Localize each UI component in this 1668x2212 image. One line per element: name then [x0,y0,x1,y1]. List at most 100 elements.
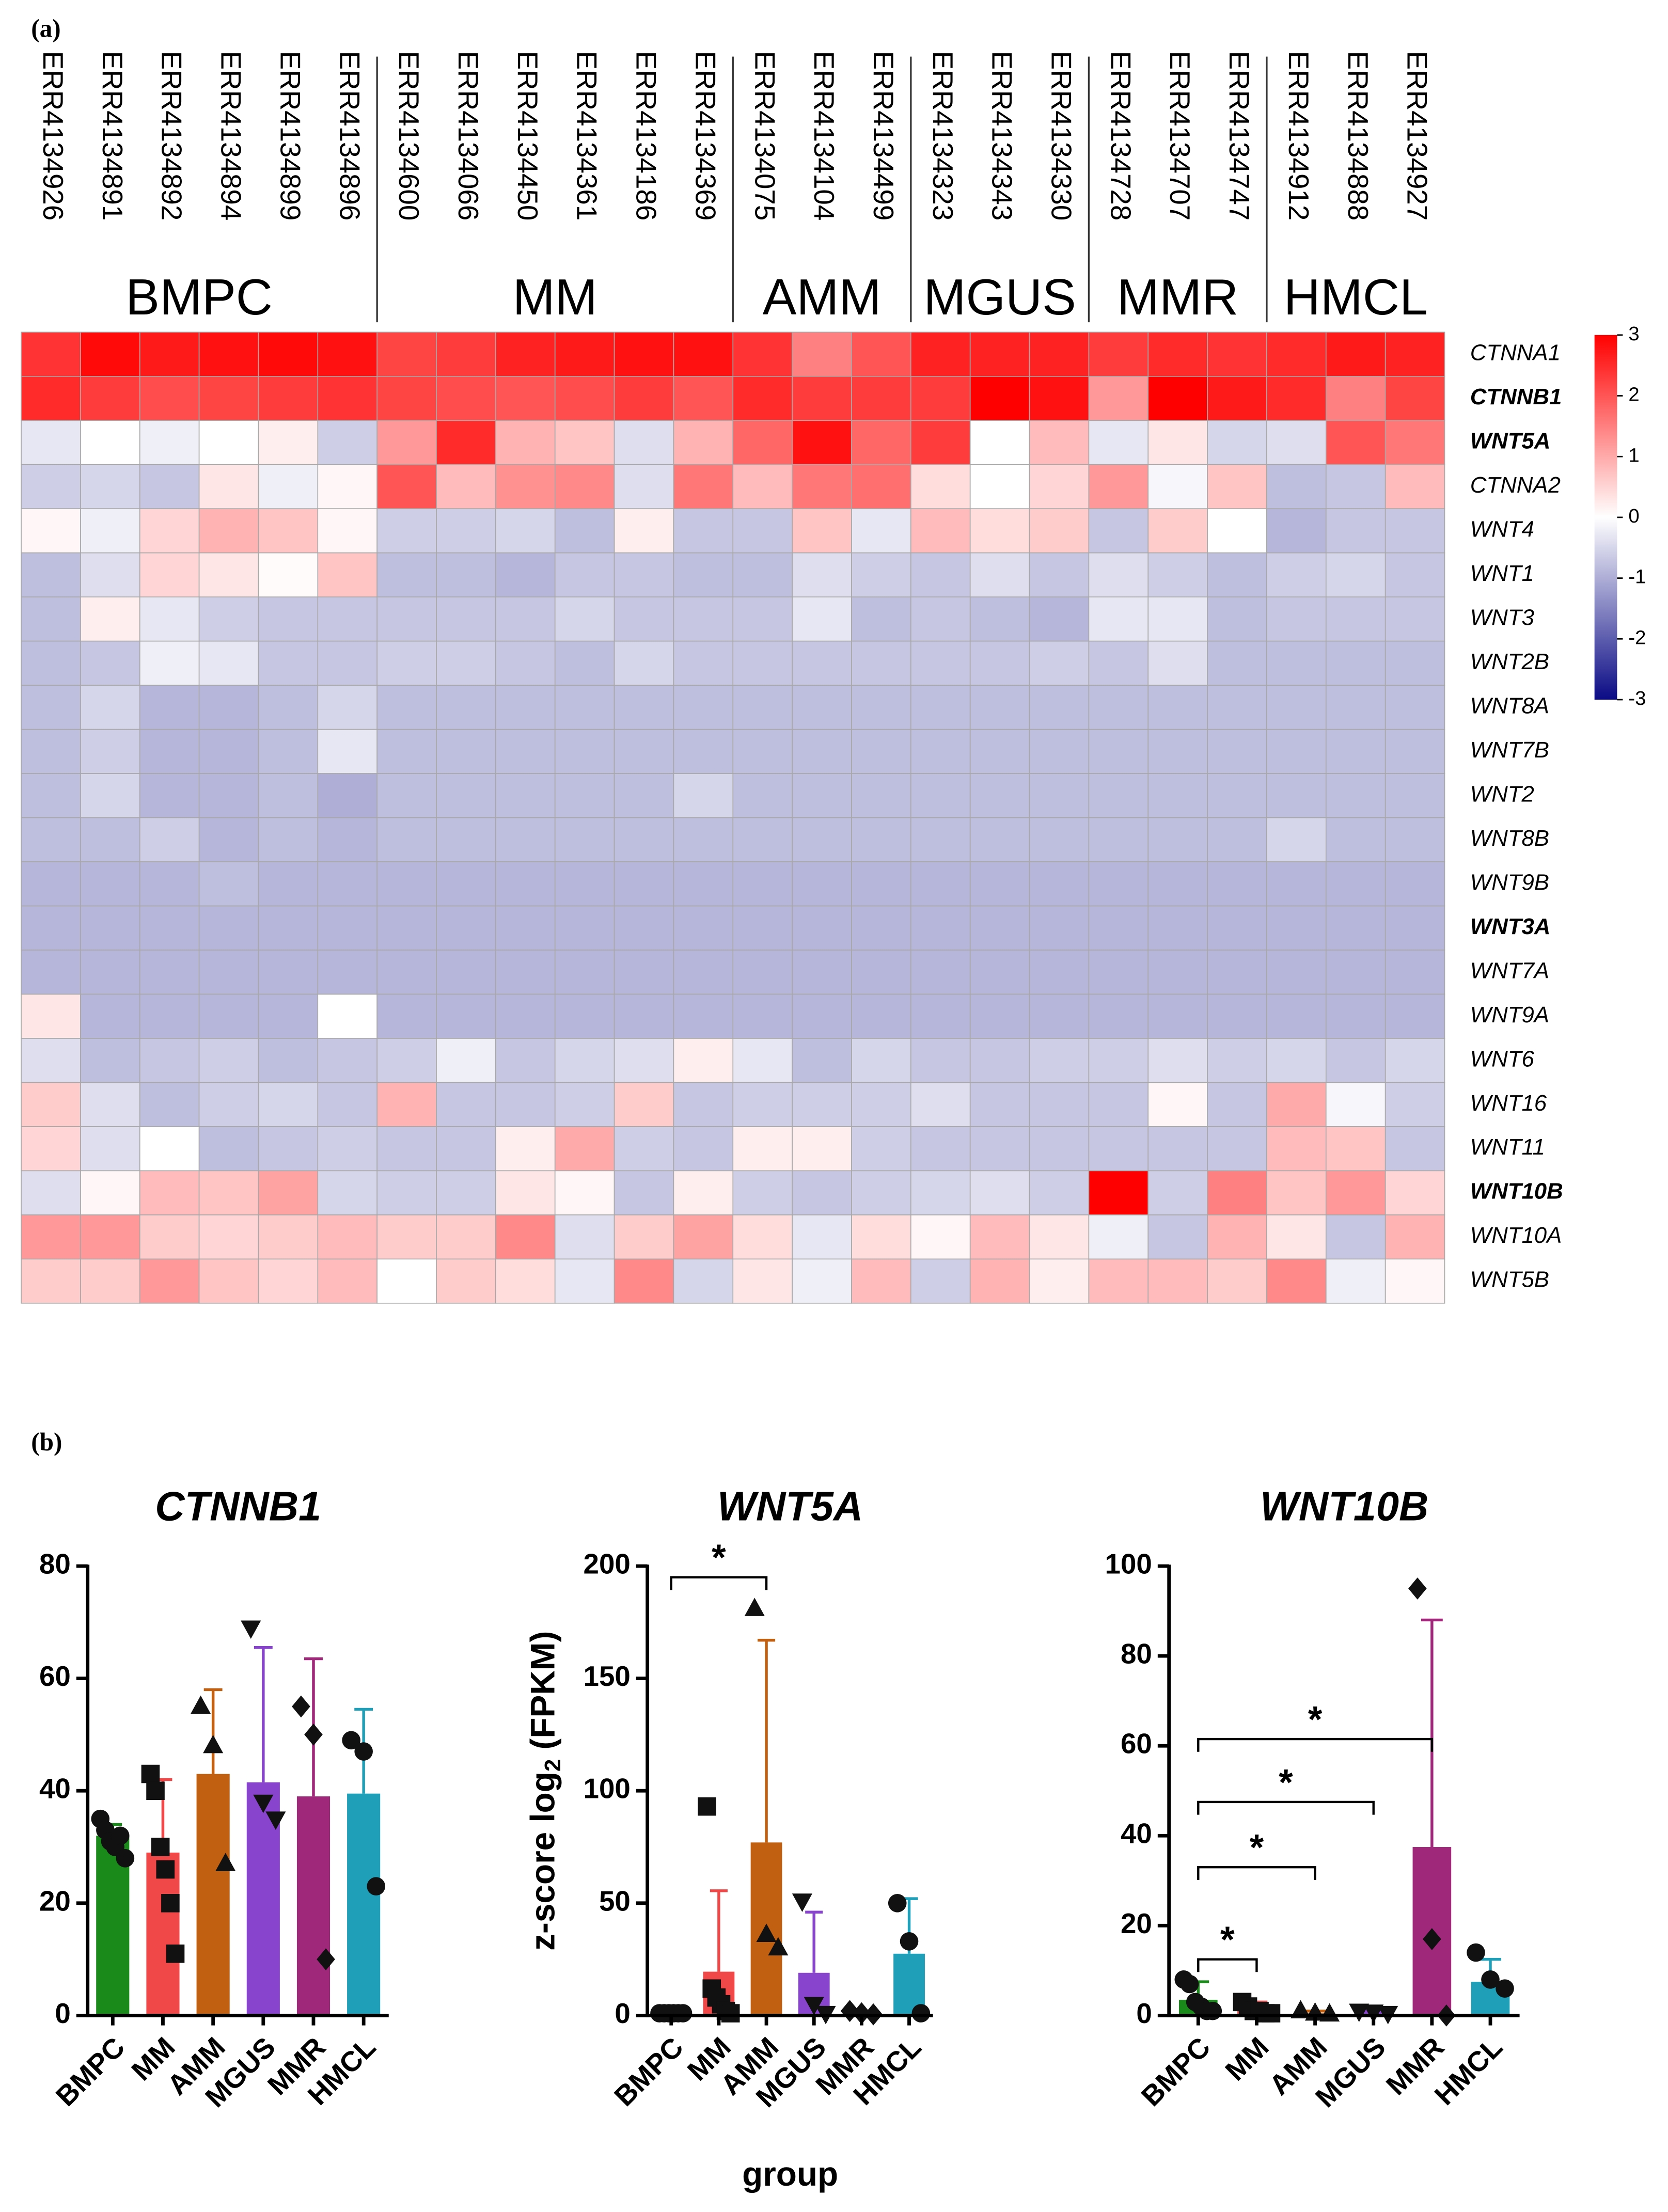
heatmap-cell [1207,1038,1267,1083]
heatmap-cell [436,1038,496,1083]
heatmap-cell [910,1126,971,1172]
heatmap-cell [851,1258,911,1304]
colorbar-tick-label: 1 [1628,444,1639,466]
heatmap-cell [910,905,971,951]
heatmap-cell [436,1170,496,1215]
heatmap-cell [139,640,200,686]
heatmap-cell [1325,817,1386,862]
heatmap-cell [139,1214,200,1260]
heatmap-cell [1207,331,1267,377]
heatmap-cell [969,420,1030,465]
heatmap-cell [1266,729,1327,774]
heatmap-cell [613,1038,674,1083]
y-tick-label: 20 [39,1885,71,1917]
column-label: ERR4134369 [689,51,721,221]
heatmap-cell [851,1214,911,1260]
x-tick-label: BMPC [1135,2031,1217,2112]
y-tick-label: 100 [1105,1547,1152,1579]
heatmap-cell [1325,1126,1386,1172]
heatmap-cell [376,905,437,951]
heatmap-cell [1384,1126,1445,1172]
heatmap-cell [732,950,793,995]
heatmap-cell [258,508,319,554]
heatmap-cell [21,1082,81,1127]
heatmap-cell [139,464,200,510]
heatmap-cell [1325,508,1386,554]
heatmap-cell [732,1082,793,1127]
row-label: WNT10A [1470,1223,1562,1248]
data-point [1203,2001,1222,2020]
heatmap-cell [1325,905,1386,951]
data-point [1467,1943,1485,1962]
heatmap-cell [495,950,556,995]
heatmap-cell [1266,861,1327,907]
heatmap-cell [554,1214,615,1260]
heatmap-cell [1088,552,1149,598]
heatmap-cell [613,685,674,730]
heatmap-cell [1147,729,1208,774]
heatmap-cell [613,1082,674,1127]
heatmap-cell [1207,1170,1267,1215]
data-point [292,1695,310,1718]
heatmap-cell [1029,331,1090,377]
heatmap-cell [258,905,319,951]
heatmap-cell [792,993,852,1039]
heatmap-cell [495,464,556,510]
heatmap-cell [1147,1170,1208,1215]
heatmap-cell [495,640,556,686]
heatmap-cell [613,464,674,510]
data-point [1496,1979,1514,1998]
heatmap-cell [1266,331,1327,377]
data-point [744,1598,765,1616]
row-label: WNT6 [1470,1046,1535,1071]
heatmap-cell [1207,685,1267,730]
heatmap-cell [554,1170,615,1215]
heatmap-cell [80,596,140,642]
heatmap-cell [198,331,259,377]
heatmap-cell [910,993,971,1039]
data-point [151,1838,170,1856]
heatmap-cell [1029,1214,1090,1260]
heatmap-cell [910,1082,971,1127]
y-tick-label: 0 [615,1997,630,2029]
heatmap-cell [21,552,81,598]
heatmap-cell [198,1258,259,1304]
heatmap-cell [732,905,793,951]
row-label: WNT9B [1470,870,1549,895]
heatmap-cell [1266,905,1327,951]
heatmap-cell [673,1126,734,1172]
heatmap-cell [436,1082,496,1127]
heatmap-cell [436,331,496,377]
heatmap-cell [673,1258,734,1304]
heatmap-cell [495,1126,556,1172]
heatmap-cell [258,331,319,377]
heatmap-cell [1088,817,1149,862]
heatmap-cell [258,552,319,598]
column-label: ERR4134899 [274,51,306,221]
heatmap-cell [495,1214,556,1260]
heatmap-cell [80,375,140,421]
heatmap-cell [732,729,793,774]
heatmap-cell [1088,729,1149,774]
heatmap-cell [1384,685,1445,730]
heatmap-cell [1147,420,1208,465]
heatmap-cell [1029,375,1090,421]
heatmap-cell [673,950,734,995]
heatmap-cell [436,685,496,730]
heatmap-cell [732,596,793,642]
heatmap-cell [1088,905,1149,951]
data-point [166,1944,185,1963]
heatmap-cell [139,508,200,554]
heatmap-cell [554,640,615,686]
heatmap-cell [613,640,674,686]
heatmap-cell [554,773,615,818]
y-tick-label: 200 [584,1547,631,1579]
heatmap-cell [495,1258,556,1304]
heatmap-cell [139,685,200,730]
significance-bracket [1197,1958,1258,1972]
heatmap-cell [1384,420,1445,465]
column-label: ERR4134343 [986,51,1018,221]
heatmap-cell [910,331,971,377]
heatmap-cell [792,861,852,907]
